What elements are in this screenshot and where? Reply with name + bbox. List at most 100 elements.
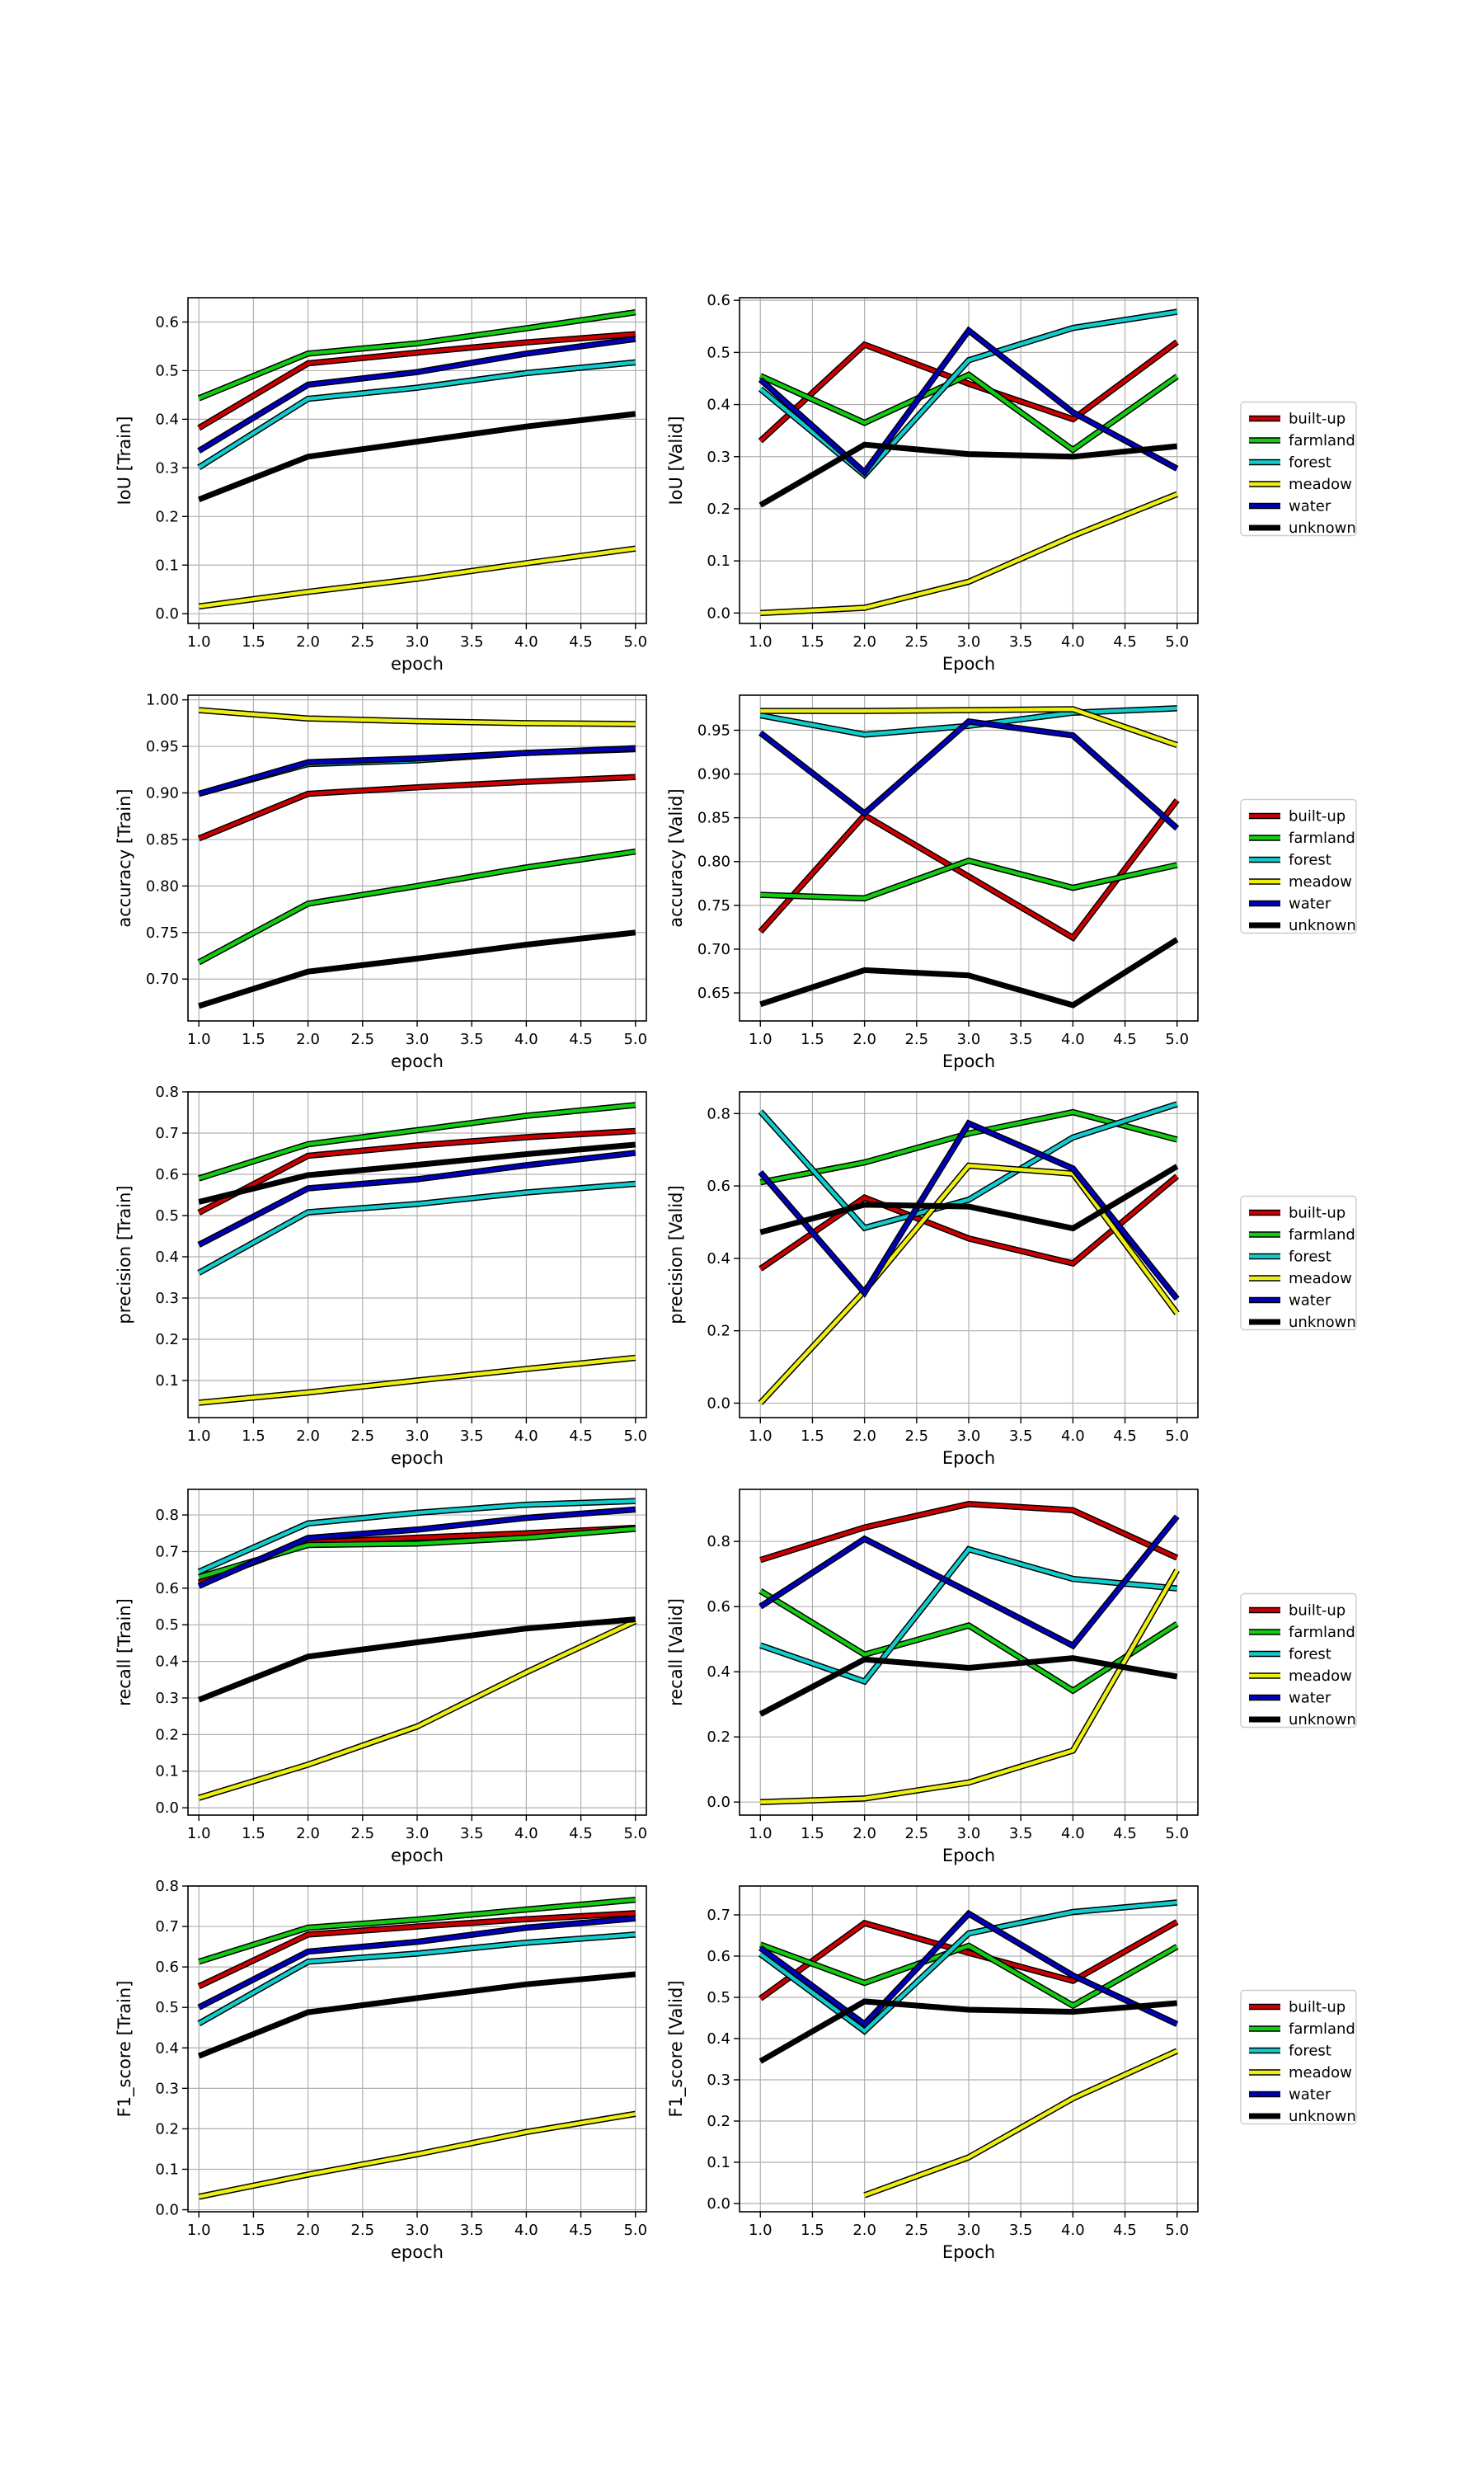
y-tick-label: 0.75 [146, 924, 179, 942]
legend: built-up farmland forest meadow water unknown [1240, 798, 1357, 934]
x-tick-label: 2.5 [904, 633, 928, 651]
series-line-unknown [197, 1971, 636, 2059]
x-axis-label: epoch [391, 1051, 444, 1071]
series-line-built-up [198, 1911, 636, 1988]
legend-label: forest [1289, 2043, 1331, 2060]
y-tick-label: 0.0 [707, 2195, 730, 2213]
subplot-3: 1.0 1.5 2.0 2.5 3.0 3.5 4.0 4.5 5.0 0.70 0.75 0.80 0… [115, 692, 647, 1071]
legend-item-forest: forest [1249, 1646, 1331, 1663]
y-tick-label: 0.6 [155, 313, 179, 331]
y-tick-label: 0.4 [155, 1653, 179, 1671]
legend-item-forest: forest [1249, 852, 1331, 869]
y-tick-label: 0.1 [707, 2154, 730, 2171]
series-line-water [759, 1515, 1179, 1649]
x-tick-label: 2.5 [350, 1825, 374, 1842]
series-line-meadow [758, 1164, 1179, 1404]
x-tick-label: 5.0 [1165, 2222, 1189, 2239]
y-tick-label: 0.1 [155, 557, 179, 574]
x-tick-label: 2.0 [296, 633, 320, 651]
x-tick-label: 3.0 [406, 633, 430, 651]
y-tick-label: 0.3 [155, 1690, 179, 1707]
x-tick-label: 5.0 [623, 1031, 647, 1048]
y-tick-label: 0.5 [155, 1616, 179, 1634]
x-tick-label: 2.0 [852, 2222, 876, 2239]
legend-label: meadow [1289, 1270, 1352, 1287]
legend-label: water [1289, 1690, 1331, 1707]
y-tick-label: 0.0 [155, 2202, 179, 2219]
legend-item-built-up: built-up [1249, 1999, 1345, 2016]
x-tick-label: 2.5 [904, 1427, 928, 1445]
y-tick-label: 0.0 [155, 605, 179, 623]
legend-item-meadow: meadow [1249, 476, 1352, 493]
x-tick-label: 3.0 [406, 1427, 430, 1445]
series-line-forest [758, 1102, 1178, 1230]
legend-item-built-up: built-up [1249, 1205, 1345, 1222]
y-tick-label: 0.65 [697, 985, 730, 1002]
x-tick-label: 3.0 [957, 1825, 981, 1842]
y-tick-label: 0.5 [707, 344, 730, 361]
legend-item-forest: forest [1249, 454, 1331, 472]
legend-label: forest [1289, 852, 1331, 869]
y-axis-label: IoU [Train] [115, 416, 134, 506]
legend-label: forest [1289, 1249, 1331, 1266]
y-tick-label: 0.1 [155, 1372, 179, 1390]
legend-item-unknown: unknown [1249, 520, 1356, 537]
legend-item-unknown: unknown [1249, 1711, 1356, 1729]
subplot-1: 1.0 1.5 2.0 2.5 3.0 3.5 4.0 4.5 5.0 0.0 0.1 0.2 0.3 0… [115, 297, 647, 674]
legend-label: forest [1289, 1646, 1331, 1663]
y-tick-label: 0.3 [707, 449, 730, 466]
legend-label: meadow [1289, 476, 1352, 493]
y-tick-label: 1.00 [146, 692, 179, 709]
series-line-meadow [760, 707, 1178, 747]
y-axis-label: recall [Train] [115, 1598, 134, 1706]
y-axis-label: recall [Valid] [666, 1598, 686, 1706]
x-tick-label: 1.5 [242, 633, 265, 651]
x-tick-label: 1.0 [187, 1427, 211, 1445]
y-tick-label: 0.8 [155, 1084, 179, 1101]
x-tick-label: 5.0 [623, 1427, 647, 1445]
y-tick-label: 0.4 [707, 1250, 730, 1268]
series-line-farmland [198, 1898, 636, 1964]
y-tick-label: 0.6 [155, 1166, 179, 1183]
series-line-farmland [759, 372, 1178, 453]
series-line-built-up [758, 340, 1179, 443]
x-tick-label: 4.0 [514, 2222, 538, 2239]
x-tick-label: 4.0 [1061, 1825, 1085, 1842]
x-tick-label: 4.0 [1061, 633, 1085, 651]
y-tick-label: 0.90 [146, 785, 179, 802]
x-axis-label: Epoch [942, 654, 995, 674]
legend-label: unknown [1289, 917, 1356, 934]
legend-label: meadow [1289, 873, 1352, 891]
series-line-built-up [759, 1502, 1178, 1562]
legend-item-farmland: farmland [1249, 2020, 1355, 2038]
x-tick-label: 2.5 [350, 1031, 374, 1048]
subplot-5: 1.0 1.5 2.0 2.5 3.0 3.5 4.0 4.5 5.0 0.1 0.2 0.3 0.4 0… [115, 1084, 647, 1468]
x-tick-label: 1.0 [187, 2222, 211, 2239]
x-tick-label: 3.5 [1009, 1031, 1033, 1048]
series-line-water [198, 1917, 636, 2010]
x-tick-label: 4.5 [1113, 633, 1137, 651]
y-tick-label: 0.4 [155, 1249, 179, 1266]
series-line-forest [759, 706, 1177, 737]
x-tick-label: 2.0 [296, 1031, 320, 1048]
y-tick-label: 0.6 [707, 1178, 730, 1195]
y-tick-label: 0.90 [697, 766, 730, 783]
x-axis-label: Epoch [942, 2242, 995, 2262]
y-tick-label: 0.1 [155, 2161, 179, 2178]
y-tick-label: 0.5 [155, 362, 179, 379]
legend-label: built-up [1289, 1999, 1345, 2016]
x-tick-label: 3.0 [957, 1427, 981, 1445]
legend: built-up farmland forest meadow water unknown [1240, 1989, 1357, 2125]
y-tick-label: 0.4 [155, 411, 179, 428]
x-tick-label: 1.0 [749, 1825, 773, 1842]
x-tick-label: 3.0 [957, 633, 981, 651]
y-tick-label: 0.0 [707, 1794, 730, 1811]
x-tick-label: 1.5 [242, 1031, 265, 1048]
legend-label: built-up [1289, 808, 1345, 825]
y-axis-label: IoU [Valid] [666, 416, 686, 505]
y-tick-label: 0.7 [155, 1918, 179, 1935]
x-tick-label: 4.5 [1113, 1031, 1137, 1048]
legend-label: built-up [1289, 1602, 1345, 1620]
subplot-8: 1.0 1.5 2.0 2.5 3.0 3.5 4.0 4.5 5.0 0.0 0.2 0.4 0.6 0… [666, 1489, 1357, 1865]
